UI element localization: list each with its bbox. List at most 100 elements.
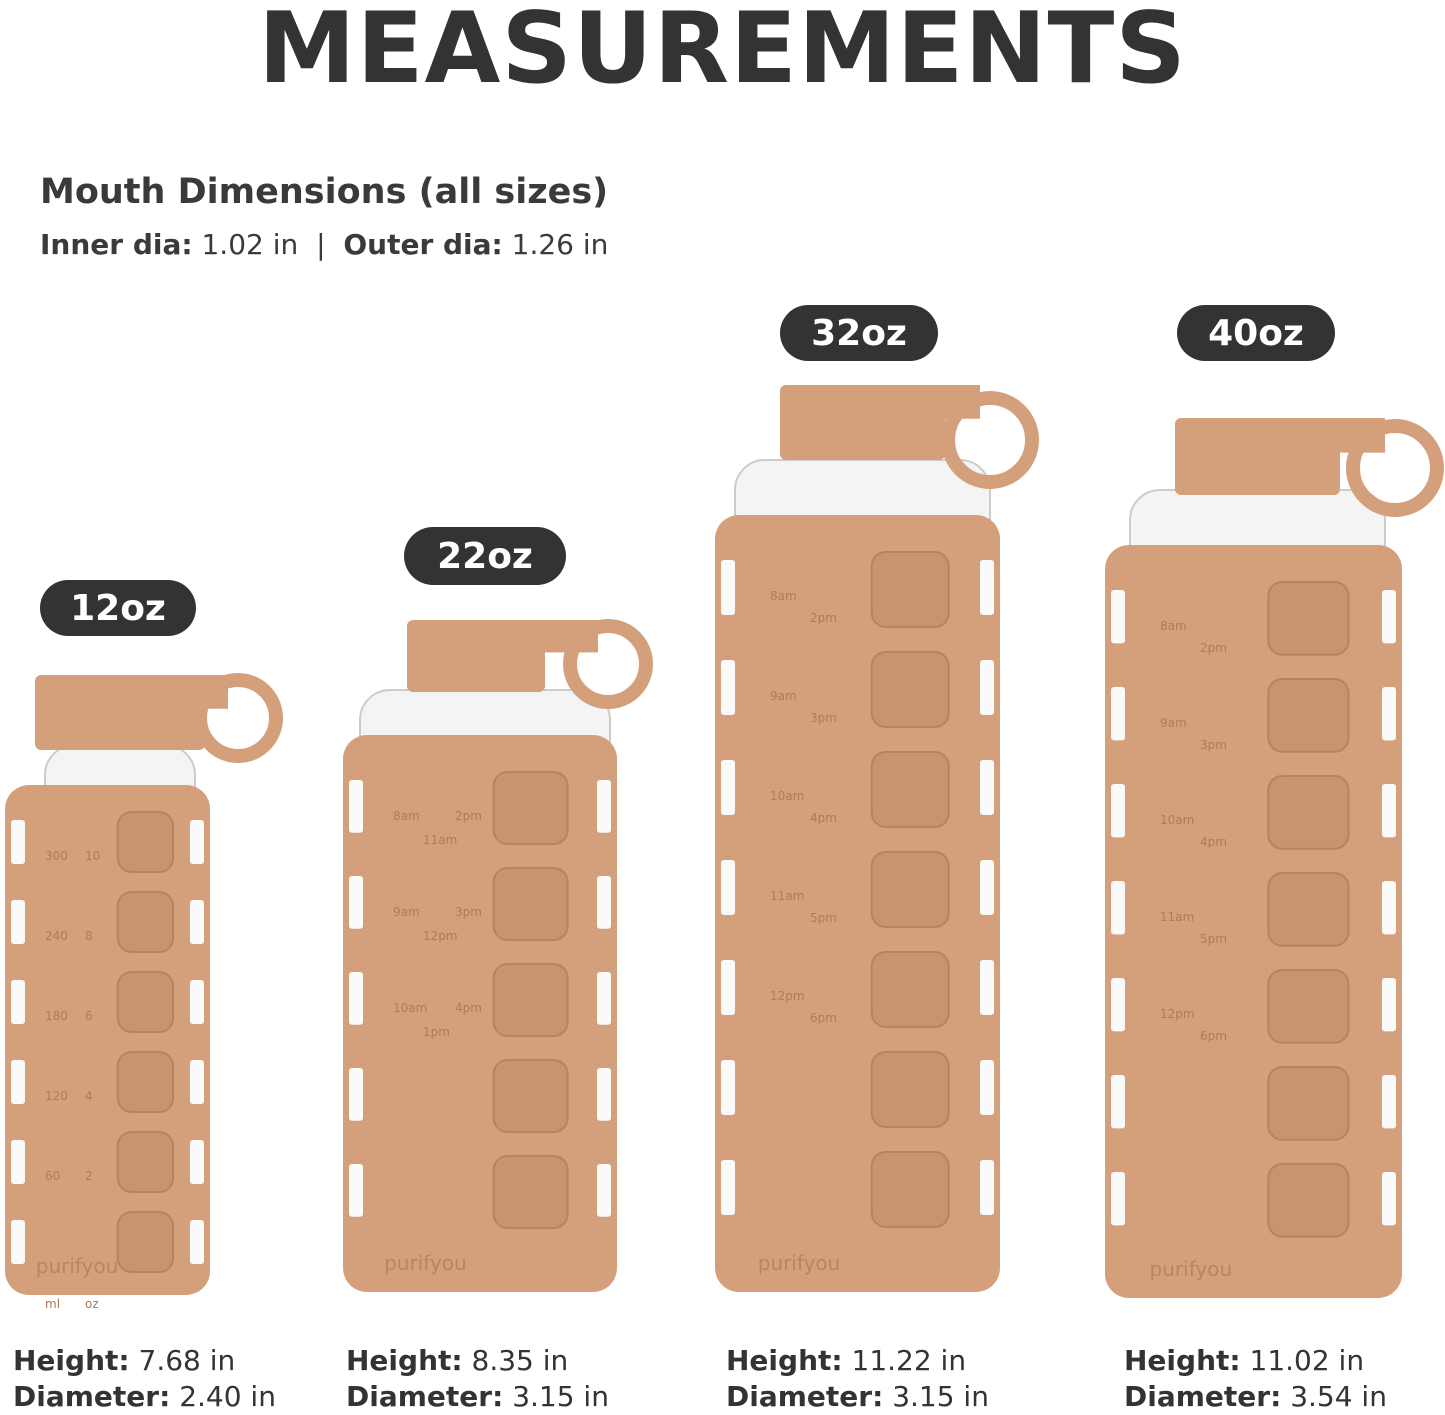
- measurement-mark: 12pm: [423, 929, 458, 943]
- specs-12oz: Height: 7.68 in Diameter: 2.40 in: [13, 1343, 276, 1415]
- brand-logo: purifyou: [36, 1254, 119, 1278]
- sleeve-window: [980, 560, 994, 615]
- sleeve-window: [980, 1060, 994, 1115]
- sleeve-window: [349, 780, 363, 833]
- measurement-mark: 8am: [770, 589, 797, 603]
- sleeve-window: [1382, 687, 1396, 741]
- measurement-mark: 8: [85, 929, 93, 943]
- sleeve-window: [597, 876, 611, 929]
- diameter-label: Diameter:: [346, 1380, 504, 1413]
- diameter-label: Diameter:: [13, 1380, 171, 1413]
- diameter-value: 3.15 in: [892, 1380, 989, 1413]
- bottle-22oz: 8am 2pm 11am 9am 3pm 12pm 10am 4pm 1pm purifyou: [343, 619, 653, 1292]
- sleeve-window: [597, 972, 611, 1025]
- sleeve-window: [597, 1068, 611, 1121]
- sleeve-window: [190, 820, 204, 864]
- height-label: Height:: [1124, 1344, 1241, 1377]
- grip-pad: [870, 1151, 950, 1228]
- grip-pad: [870, 951, 950, 1028]
- outer-dia-label: Outer dia:: [343, 228, 503, 261]
- mouth-dimensions-heading: Mouth Dimensions (all sizes): [40, 172, 609, 212]
- measurement-mark: ml: [45, 1297, 60, 1311]
- grip-pad: [116, 1211, 175, 1273]
- mouth-dimensions: Inner dia: 1.02 in | Outer dia: 1.26 in: [40, 228, 608, 261]
- sleeve-window: [11, 1140, 25, 1184]
- grip-pad: [870, 651, 950, 728]
- silicone-sleeve: [1105, 545, 1402, 1298]
- outer-dia-value: 1.26 in: [511, 228, 609, 261]
- grip-pad: [870, 851, 950, 928]
- grip-pad: [116, 1051, 175, 1113]
- measurement-mark: 11am: [1160, 910, 1194, 924]
- sleeve-window: [721, 760, 735, 815]
- brand-logo: purifyou: [758, 1251, 841, 1275]
- sleeve-window: [190, 1220, 204, 1264]
- measurement-mark: 4: [85, 1089, 93, 1103]
- brand-logo: purifyou: [1150, 1257, 1233, 1281]
- measurement-mark: 2: [85, 1169, 93, 1183]
- diameter-label: Diameter:: [1124, 1380, 1282, 1413]
- sleeve-window: [190, 980, 204, 1024]
- measurement-mark: 4pm: [455, 1001, 482, 1015]
- cap: [780, 385, 945, 460]
- sleeve-window: [1382, 881, 1396, 935]
- grip-pad: [870, 751, 950, 828]
- grip-pad: [492, 1155, 569, 1229]
- sleeve-window: [1111, 590, 1125, 644]
- sleeve-window: [721, 1060, 735, 1115]
- sleeve-window: [980, 760, 994, 815]
- height-label: Height:: [346, 1344, 463, 1377]
- measurement-mark: 1pm: [423, 1025, 450, 1039]
- inner-dia-value: 1.02 in: [201, 228, 299, 261]
- measurement-mark: 9am: [1160, 716, 1187, 730]
- height-label: Height:: [726, 1344, 843, 1377]
- grip-pad: [116, 1131, 175, 1193]
- grip-pad: [1267, 969, 1350, 1044]
- grip-pad: [492, 1059, 569, 1133]
- size-badge-32oz: 32oz: [780, 305, 938, 361]
- grip-pad: [116, 891, 175, 953]
- sleeve-window: [980, 960, 994, 1015]
- measurement-mark: 10: [85, 849, 100, 863]
- sleeve-window: [11, 980, 25, 1024]
- cap-loop: [1346, 419, 1444, 517]
- cap-strap: [535, 620, 598, 653]
- grip-pad: [492, 771, 569, 845]
- sleeve-window: [190, 1140, 204, 1184]
- grip-pad: [870, 1051, 950, 1128]
- sleeve-window: [349, 972, 363, 1025]
- inner-dia-label: Inner dia:: [40, 228, 193, 261]
- bottle-12oz: 300 10 240 8 180 6 120 4 60 2 ml oz purifyou: [5, 673, 283, 1311]
- measurement-mark: 60: [45, 1169, 60, 1183]
- sleeve-window: [721, 960, 735, 1015]
- sleeve-window: [1382, 1075, 1396, 1129]
- sleeve-window: [1111, 978, 1125, 1032]
- measurement-mark: 120: [45, 1089, 68, 1103]
- grip-pad: [1267, 1066, 1350, 1141]
- measurement-mark: 2pm: [455, 809, 482, 823]
- measurement-mark: 300: [45, 849, 68, 863]
- measurement-mark: 3pm: [455, 905, 482, 919]
- sleeve-window: [1111, 1172, 1125, 1226]
- measurement-mark: 6pm: [1200, 1029, 1227, 1043]
- silicone-sleeve: [715, 515, 1000, 1292]
- measurement-mark: 2pm: [810, 611, 837, 625]
- sleeve-window: [1382, 1172, 1396, 1226]
- sleeve-window: [1382, 978, 1396, 1032]
- measurement-mark: 4pm: [810, 811, 837, 825]
- grip-pad: [492, 867, 569, 941]
- specs-22oz: Height: 8.35 in Diameter: 3.15 in: [346, 1343, 609, 1415]
- grip-pad: [116, 971, 175, 1033]
- sleeve-window: [1111, 784, 1125, 838]
- sleeve-window: [597, 780, 611, 833]
- measurement-mark: 8am: [393, 809, 420, 823]
- measurement-mark: oz: [85, 1297, 99, 1311]
- sleeve-window: [349, 1164, 363, 1217]
- specs-32oz: Height: 11.22 in Diameter: 3.15 in: [726, 1343, 989, 1415]
- separator: |: [316, 228, 326, 261]
- sleeve-window: [190, 1060, 204, 1104]
- grip-pad: [1267, 581, 1350, 656]
- measurement-mark: 9am: [393, 905, 420, 919]
- sleeve-window: [1382, 784, 1396, 838]
